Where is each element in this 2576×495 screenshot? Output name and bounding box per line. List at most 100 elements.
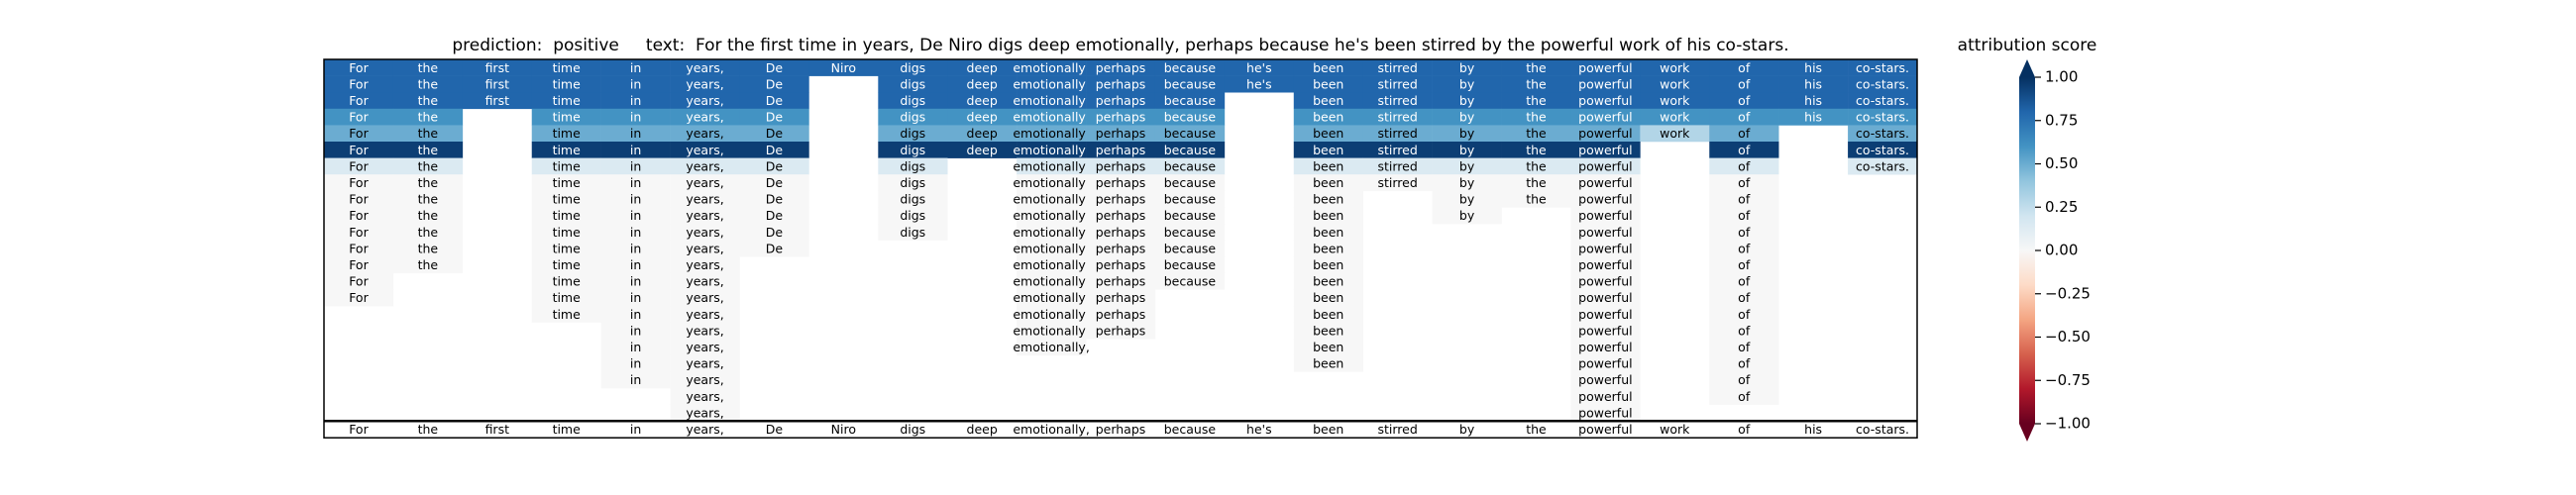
cell <box>1501 75 1571 93</box>
cell-token: the <box>1526 158 1547 173</box>
cell-token: because <box>1164 257 1217 272</box>
cell-token: digs <box>900 225 925 240</box>
cell <box>392 92 464 110</box>
cell <box>670 59 740 76</box>
cell-token: Niro <box>831 60 856 75</box>
cell <box>1293 75 1363 93</box>
cell-token: emotionally, <box>1013 76 1089 91</box>
cell <box>1017 339 1087 356</box>
cell <box>878 142 948 158</box>
cell-token: been <box>1313 241 1343 255</box>
cell <box>1709 256 1779 274</box>
cell-token: of <box>1738 110 1751 125</box>
cell-token: first <box>485 93 510 108</box>
cell-token: years, <box>686 257 723 272</box>
cell <box>670 224 740 241</box>
token-label: perhaps <box>1096 422 1146 437</box>
cell-token: the <box>418 192 439 207</box>
cell-token: the <box>1526 143 1547 157</box>
cell-token: For <box>349 143 369 157</box>
cell <box>1017 207 1087 225</box>
cell-token: deep <box>967 60 998 75</box>
cell <box>1293 339 1363 356</box>
cell <box>1154 207 1226 225</box>
cell-token: time <box>553 76 582 91</box>
cell <box>600 371 671 389</box>
cell-token: been <box>1313 192 1343 207</box>
cell-token: by <box>1459 208 1475 223</box>
cell-token: of <box>1738 241 1751 255</box>
token-label: digs <box>900 422 925 437</box>
cell <box>1709 75 1779 93</box>
cell <box>1778 92 1849 110</box>
cell-token: digs <box>900 110 925 125</box>
token-label: first <box>485 422 510 437</box>
cell <box>878 75 948 93</box>
cell <box>531 224 601 241</box>
cell <box>1154 59 1226 76</box>
cell-token: because <box>1164 225 1217 240</box>
cell-token: in <box>630 274 641 289</box>
cell <box>1848 75 1918 93</box>
colorbar-tick-label: −1.00 <box>2045 415 2091 433</box>
cell-token: in <box>630 356 641 371</box>
cell-token: the <box>418 158 439 173</box>
cell-token: first <box>485 60 510 75</box>
cell-token: perhaps <box>1096 175 1146 190</box>
cell <box>1154 75 1226 93</box>
colorbar-extend-bottom <box>2019 424 2035 442</box>
cell <box>1501 125 1571 143</box>
cell-token: because <box>1164 60 1217 75</box>
cell <box>1848 108 1918 126</box>
cell-token: digs <box>900 60 925 75</box>
cell-token: emotionally, <box>1013 290 1089 305</box>
cell-token: De <box>766 60 784 75</box>
cell-token: the <box>1526 110 1547 125</box>
cell-token: because <box>1164 93 1217 108</box>
cell <box>1362 142 1433 158</box>
cell-token: powerful <box>1578 389 1632 404</box>
cell-token: he's <box>1246 60 1272 75</box>
cell-token: the <box>418 60 439 75</box>
cell-token: by <box>1459 175 1475 190</box>
cell <box>1362 174 1433 192</box>
cell-token: perhaps <box>1096 93 1146 108</box>
cell <box>670 388 740 405</box>
token-label: De <box>766 422 784 437</box>
colorbar-tick-label: 0.50 <box>2045 154 2078 172</box>
cell-token: For <box>349 110 369 125</box>
cell-token: perhaps <box>1096 323 1146 338</box>
cell-token: co-stars. <box>1856 126 1909 141</box>
cell <box>670 371 740 389</box>
cell-token: because <box>1164 192 1217 207</box>
cell-token: in <box>630 208 641 223</box>
cell-token: De <box>766 76 784 91</box>
cell-token: the <box>418 208 439 223</box>
cell <box>1362 108 1433 126</box>
cell-token: perhaps <box>1096 241 1146 255</box>
cell-token: of <box>1738 274 1751 289</box>
cell-token: by <box>1459 93 1475 108</box>
cell-token: years, <box>686 208 723 223</box>
cell <box>1778 59 1849 76</box>
cell-token: the <box>418 110 439 125</box>
cell <box>1709 224 1779 241</box>
cell-token: by <box>1459 192 1475 207</box>
cell-token: the <box>418 76 439 91</box>
cell <box>1570 388 1641 405</box>
cell <box>1501 92 1571 110</box>
cell-token: powerful <box>1578 143 1632 157</box>
cell-token: in <box>630 110 641 125</box>
cell-token: of <box>1738 192 1751 207</box>
colorbar-tick-label: −0.75 <box>2045 371 2091 389</box>
cell <box>739 157 809 175</box>
cell-token: emotionally, <box>1013 110 1089 125</box>
cell-token: work <box>1660 60 1690 75</box>
cell <box>1017 174 1087 192</box>
cell <box>531 289 601 307</box>
token-label: stirred <box>1378 422 1418 437</box>
cell <box>1848 157 1918 175</box>
cell-token: perhaps <box>1096 208 1146 223</box>
cell <box>600 240 671 257</box>
cell-token: digs <box>900 126 925 141</box>
